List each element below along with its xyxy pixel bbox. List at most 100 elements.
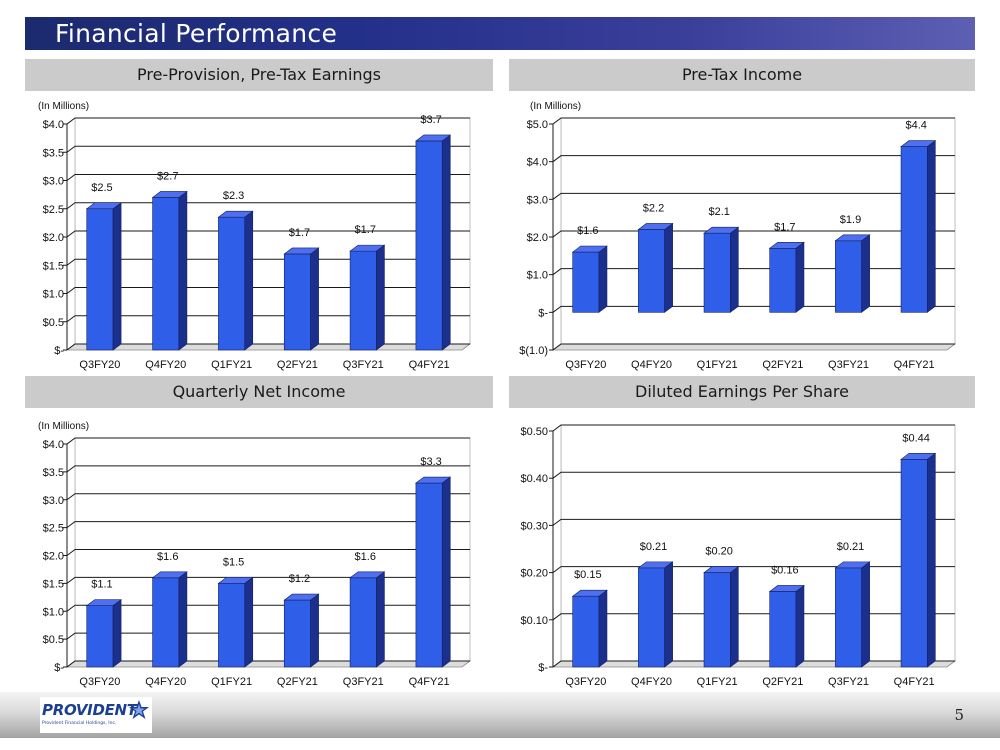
plot-floor	[551, 660, 957, 668]
bar-top	[571, 589, 608, 597]
x-tick-label: Q4FY20	[631, 676, 672, 688]
y-tick-label: $2.0	[527, 232, 548, 244]
gridline	[66, 117, 470, 125]
y-tick-label: $-	[538, 307, 548, 319]
data-label: $1.1	[91, 579, 112, 591]
bar-top	[834, 234, 871, 242]
x-tick-label: Q3FY20	[79, 676, 120, 688]
bar-side	[598, 589, 608, 668]
bar	[218, 583, 246, 668]
bar	[835, 567, 862, 668]
gridline	[552, 424, 955, 432]
chart-title-net-income: Quarterly Net Income	[25, 376, 493, 408]
gridline	[66, 493, 470, 501]
x-tick-label: Q2FY21	[762, 676, 803, 688]
y-tick-label: $2.5	[43, 523, 64, 535]
unit-note: (In Millions)	[38, 101, 89, 112]
data-label: $1.7	[355, 224, 376, 236]
data-label: $0.44	[902, 432, 930, 444]
gridline	[552, 192, 955, 200]
gridline	[66, 315, 470, 323]
plot-side-wall	[552, 424, 562, 668]
y-tick-label: $-	[54, 345, 64, 357]
gridline	[66, 174, 470, 181]
gridline	[66, 258, 470, 266]
x-tick-label: Q3FY21	[828, 359, 869, 371]
bar-top	[349, 571, 386, 579]
data-label: $1.9	[840, 214, 861, 226]
bar	[769, 591, 797, 668]
y-tick-label: $0.10	[520, 615, 548, 627]
data-label: $0.20	[705, 546, 733, 558]
y-tick-label: $3.0	[527, 194, 548, 206]
x-tick-label: Q3FY21	[343, 359, 384, 371]
x-tick-label: Q1FY21	[211, 676, 252, 688]
bar	[415, 482, 443, 668]
bar	[900, 459, 928, 668]
logo-wordmark: PROVIDENT	[42, 701, 137, 719]
bar-top	[151, 191, 188, 198]
bar	[283, 599, 311, 668]
y-tick-label: $2.0	[43, 232, 64, 244]
x-tick-label: Q2FY21	[277, 676, 318, 688]
y-tick-label: $1.0	[43, 606, 64, 618]
x-tick-label: Q2FY21	[277, 359, 318, 371]
bar	[835, 240, 862, 313]
data-label: $3.7	[420, 114, 441, 126]
gridline	[552, 268, 955, 276]
y-tick-label: $1.0	[43, 289, 64, 301]
data-label: $0.21	[640, 541, 668, 553]
data-label: $1.5	[223, 556, 244, 568]
x-tick-label: Q4FY21	[409, 359, 450, 371]
x-tick-label: Q4FY20	[145, 676, 186, 688]
gridline	[552, 305, 955, 313]
y-tick-label: $4.0	[43, 119, 64, 131]
x-tick-label: Q4FY21	[894, 676, 935, 688]
gridline	[66, 287, 470, 294]
data-label: $2.5	[91, 182, 112, 194]
bar	[703, 232, 731, 313]
data-label: $0.21	[837, 541, 865, 553]
y-tick-label: $0.40	[520, 473, 548, 485]
plot-back-wall	[560, 424, 956, 662]
y-tick-label: $1.0	[527, 270, 548, 282]
gridline	[66, 604, 470, 612]
data-label: $2.3	[223, 190, 244, 202]
data-label: $0.15	[574, 569, 602, 581]
page-number: 5	[954, 706, 964, 724]
bar-top	[151, 571, 188, 579]
bar	[415, 140, 443, 351]
x-tick-label: Q2FY21	[762, 359, 803, 371]
y-tick-label: $0.50	[520, 426, 548, 438]
y-tick-label: $3.0	[43, 176, 64, 188]
gridline	[66, 145, 470, 153]
x-tick-label: Q3FY20	[565, 676, 606, 688]
y-tick-label: $3.5	[43, 467, 64, 479]
bar-top	[703, 226, 740, 234]
bar	[283, 253, 311, 351]
gridline	[552, 230, 955, 238]
title-bar: Financial Performance	[25, 17, 975, 50]
data-label: $3.3	[420, 456, 441, 468]
x-tick-label: Q1FY21	[697, 676, 738, 688]
bar-top	[571, 245, 608, 253]
gridline	[552, 471, 955, 479]
bar-top	[283, 247, 320, 255]
chart-title-eps: Diluted Earnings Per Share	[509, 376, 975, 408]
x-tick-label: Q3FY20	[565, 359, 606, 371]
bar-side	[664, 561, 673, 668]
data-label: $1.7	[774, 221, 795, 233]
bar-top	[349, 244, 386, 252]
bar-side	[926, 452, 936, 668]
gridline	[66, 343, 470, 351]
bar	[703, 572, 731, 668]
bar	[218, 216, 246, 351]
y-tick-label: $2.0	[43, 551, 64, 563]
gridline	[66, 437, 470, 445]
gridline	[66, 660, 470, 668]
bar-top	[834, 561, 871, 569]
chart-title-pre-tax-income: Pre-Tax Income	[509, 59, 975, 91]
bar	[900, 146, 928, 313]
